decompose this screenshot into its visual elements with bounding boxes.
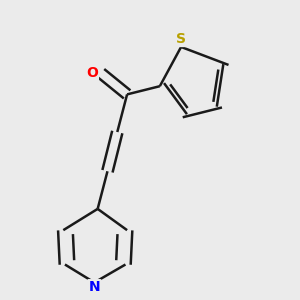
Text: N: N <box>88 280 100 294</box>
Text: O: O <box>86 66 98 80</box>
Text: S: S <box>176 32 186 46</box>
